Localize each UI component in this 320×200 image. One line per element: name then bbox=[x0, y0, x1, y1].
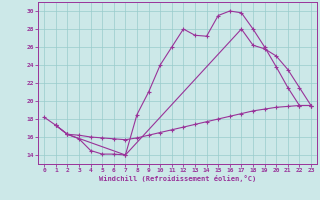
X-axis label: Windchill (Refroidissement éolien,°C): Windchill (Refroidissement éolien,°C) bbox=[99, 175, 256, 182]
